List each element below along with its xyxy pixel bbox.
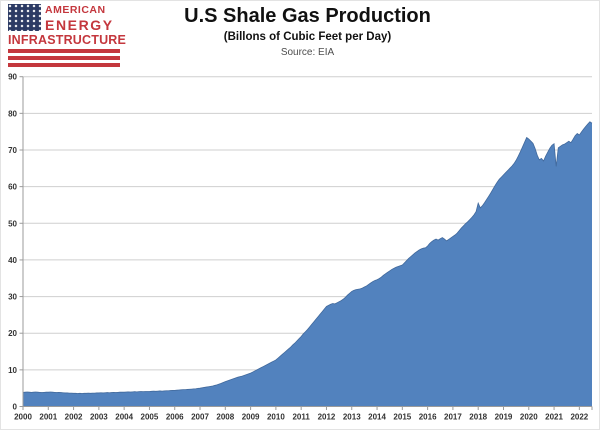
logo-text-energy: ENERGY [45, 16, 114, 33]
x-tick-label: 2005 [141, 413, 159, 422]
x-tick-label: 2018 [469, 413, 487, 422]
y-tick-label: 20 [8, 329, 17, 338]
y-tick-label: 30 [8, 293, 17, 302]
x-tick-label: 2008 [216, 413, 234, 422]
flag-stripe [8, 49, 120, 53]
y-tick-label: 50 [8, 219, 17, 228]
tick-labels: 0 10 20 30 40 50 60 70 80 90 2000 2001 2002 2003 2004 2… [8, 73, 589, 422]
y-tick-label: 90 [8, 73, 17, 82]
x-tick-label: 2013 [343, 413, 361, 422]
flag-canton-stars-icon [8, 4, 41, 31]
logo-top-row: AMERICAN ENERGY [8, 4, 120, 32]
x-tick-label: 2011 [292, 413, 310, 422]
logo-american-energy-infrastructure: AMERICAN ENERGY INFRASTRUCTURE [8, 4, 127, 67]
x-tick-label: 2021 [545, 413, 563, 422]
y-tick-label: 0 [13, 403, 18, 412]
y-tick-label: 10 [8, 366, 17, 375]
x-tick-label: 2002 [65, 413, 83, 422]
logo-text-american: AMERICAN [45, 4, 106, 16]
flag-stripes-icon [8, 49, 120, 67]
chart-source-label: Source: EIA [280, 47, 335, 59]
x-tick-label: 2017 [444, 413, 462, 422]
chart-subtitle: (Billons of Cubic Feet per Day) [223, 31, 392, 43]
x-tick-label: 2004 [115, 413, 133, 422]
x-tick-label: 2009 [242, 413, 260, 422]
x-tick-label: 2014 [368, 413, 386, 422]
x-tick-label: 2007 [191, 413, 209, 422]
y-tick-label: 60 [8, 183, 17, 192]
x-tick-label: 2022 [570, 413, 588, 422]
chart-title: U.S Shale Gas Production [184, 5, 431, 27]
logo-words: AMERICAN ENERGY [41, 4, 120, 32]
logo-text-infrastructure: INFRASTRUCTURE [8, 32, 127, 47]
x-tick-label: 2000 [14, 413, 32, 422]
area-outline [22, 121, 593, 394]
area-fill [23, 121, 592, 407]
x-tick-label: 2006 [166, 413, 184, 422]
chart-header: U.S Shale Gas Production (Billons of Cub… [23, 5, 592, 59]
x-tick-label: 2019 [495, 413, 513, 422]
x-tick-label: 2010 [267, 413, 285, 422]
axes [19, 76, 593, 410]
flag-stripe [8, 63, 120, 67]
y-tick-label: 70 [8, 146, 17, 155]
x-tick-label: 2016 [419, 413, 437, 422]
x-tick-label: 2015 [393, 413, 411, 422]
x-tick-label: 2003 [90, 413, 108, 422]
flag-stripe [8, 56, 120, 60]
x-tick-label: 2012 [318, 413, 336, 422]
y-tick-label: 40 [8, 256, 17, 265]
x-tick-label: 2001 [39, 413, 57, 422]
x-tick-label: 2020 [520, 413, 538, 422]
area-series [22, 121, 593, 407]
y-tick-label: 80 [8, 109, 17, 118]
